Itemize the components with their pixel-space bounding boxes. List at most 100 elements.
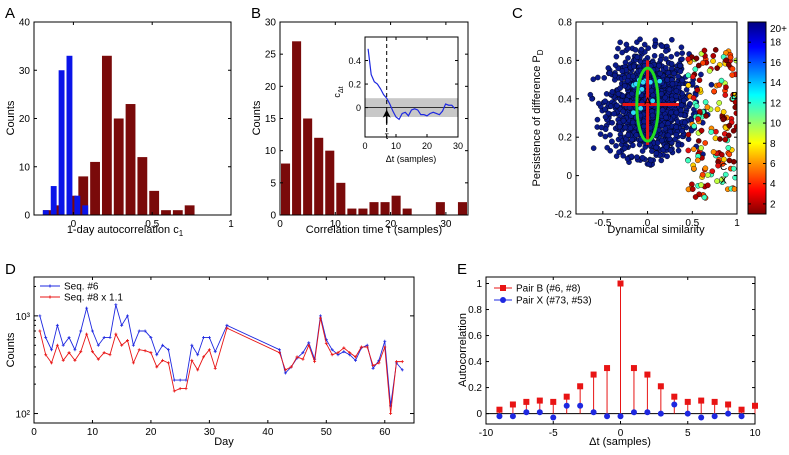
bar — [137, 157, 148, 215]
scatter-point-warm — [708, 129, 714, 135]
scatter-point-warm — [691, 165, 697, 172]
scatter-point-warm — [720, 109, 727, 115]
tau-label: τ — [385, 131, 389, 142]
series-point-1 — [149, 351, 153, 355]
series-point-1 — [131, 361, 135, 365]
y-axis-label-c: Persistence of difference PD — [531, 49, 545, 186]
scatter-point — [659, 137, 665, 144]
scatter-point-warm — [709, 168, 716, 174]
scatter-point — [601, 75, 608, 81]
scatter-point-warm — [693, 55, 700, 62]
histogram-panel-b: 0 10 20 30 0 5 10 15 20 25 30 Correlation time τ (… — [251, 18, 469, 236]
marker-circle — [644, 409, 651, 416]
scatter-point — [618, 98, 624, 104]
scatter-point — [665, 120, 671, 127]
scatter-point-warm — [689, 186, 696, 192]
series-point-1 — [196, 368, 200, 372]
marker-square — [577, 383, 584, 390]
series-point-1 — [383, 345, 387, 349]
scatter-point — [633, 132, 640, 138]
scatter-point — [687, 101, 693, 107]
c-ytick-label: 0.4 — [558, 94, 572, 105]
scatter-point-cyan — [639, 86, 645, 93]
marker-circle — [711, 413, 718, 420]
series-point-1 — [359, 345, 363, 349]
b-ytick-label: 25 — [265, 50, 277, 61]
axes-frame-d — [33, 276, 415, 424]
scatter-point-warm — [727, 54, 734, 61]
series-point-1 — [394, 360, 398, 364]
scatter-point-warm — [733, 110, 737, 116]
scatter-point — [620, 117, 627, 124]
scatter-point — [664, 77, 671, 83]
scatter-point — [602, 114, 609, 120]
marker-circle — [577, 402, 584, 409]
e-ytick-label: 0.2 — [468, 383, 482, 394]
scatter-point-warm — [715, 162, 721, 169]
scatter-point — [630, 142, 636, 149]
bar — [391, 195, 401, 215]
d-xtick-label: 0 — [31, 427, 37, 438]
marker-circle — [684, 410, 691, 417]
series-point-0 — [172, 378, 176, 382]
scatter-point — [675, 73, 681, 80]
series-point-0 — [178, 378, 182, 382]
scatter-point — [666, 86, 673, 93]
scatter-point-warm — [702, 99, 709, 105]
marker-circle — [550, 414, 557, 421]
d-xtick-label: 40 — [262, 427, 274, 438]
scatter-point — [659, 107, 666, 113]
series-point-1 — [342, 346, 346, 350]
scatter-panel-c: -0.5 0 0.5 1 -0.2 0 0.2 0.4 0.6 0.8 A B CX Dynamica… — [531, 18, 787, 237]
scatter-point-warm — [694, 157, 701, 164]
scatter-point — [621, 145, 628, 152]
scatter-point-warm — [722, 171, 729, 178]
marker-square — [509, 401, 516, 408]
series-point-1 — [67, 351, 71, 355]
scatter-point-warm — [714, 65, 720, 71]
scatter-point — [616, 123, 623, 130]
e-xtick-label: 5 — [685, 428, 691, 439]
series-point-0 — [155, 353, 159, 357]
bar — [369, 202, 379, 215]
scatter-point-warm — [725, 132, 732, 139]
b-xtick-label: 10 — [330, 219, 342, 230]
series-point-0 — [278, 348, 282, 352]
scatter-point — [604, 144, 611, 151]
legend-marker-1 — [500, 297, 506, 303]
legend-marker-0 — [48, 284, 52, 288]
scatter-point — [669, 36, 675, 43]
scatter-point-warm — [717, 136, 723, 142]
series-point-1 — [330, 353, 334, 357]
scatter-point-warm — [721, 156, 727, 163]
scatter-point — [625, 132, 632, 138]
e-xtick-label: -5 — [549, 428, 558, 439]
series-point-1 — [324, 342, 328, 346]
bar — [184, 205, 195, 215]
marker-circle — [563, 402, 570, 409]
scatter-point-warm — [729, 66, 736, 72]
series-point-0 — [166, 348, 170, 352]
series-point-1 — [114, 332, 118, 336]
scatter-point-warm — [729, 72, 735, 78]
colorbar-tick-label: 8 — [770, 139, 776, 150]
scatter-point — [630, 73, 636, 80]
series-point-1 — [38, 329, 42, 333]
series-point-1 — [96, 357, 100, 361]
b-ytick-label: 15 — [265, 114, 277, 125]
series-point-0 — [225, 323, 229, 327]
marker-square — [617, 280, 624, 287]
scatter-point-warm — [700, 60, 706, 66]
scatter-point — [639, 154, 646, 161]
scatter-point — [645, 45, 652, 51]
d-xtick-label: 50 — [321, 427, 333, 438]
scatter-point-warm — [698, 127, 705, 134]
marker-square — [671, 393, 678, 400]
e-xtick-label: 0 — [618, 428, 624, 439]
inset-xtick-label: 20 — [422, 141, 432, 151]
scatter-point — [624, 77, 631, 84]
c-xtick-label: 0 — [645, 218, 651, 229]
scatter-point-warm — [720, 116, 726, 123]
inset-autocorrelation: τ 0 10 20 30 0 0.2 0.4 Δt (samples) cΔt — [332, 36, 463, 164]
colorbar — [747, 21, 767, 215]
